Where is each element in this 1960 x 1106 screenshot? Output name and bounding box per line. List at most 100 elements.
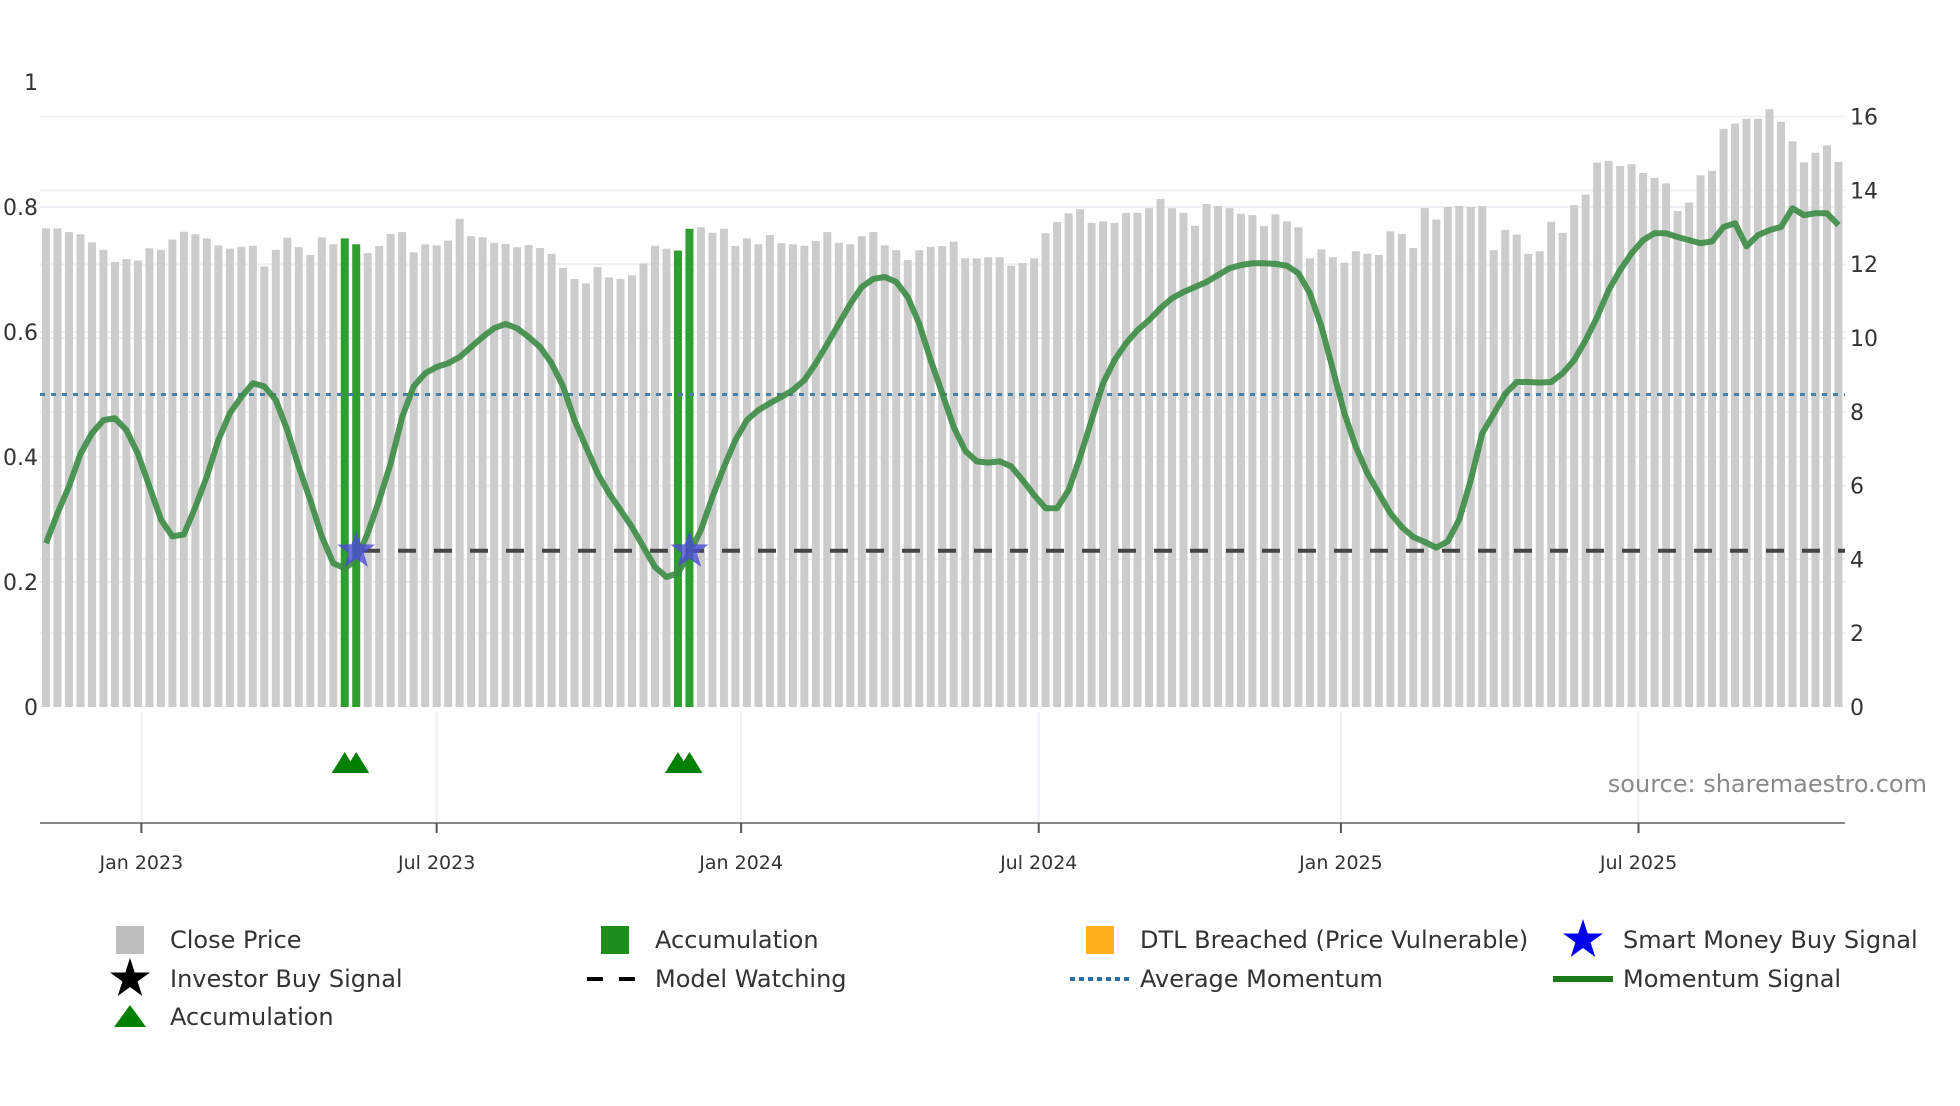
- legend-square-icon: [1086, 926, 1114, 954]
- right-tick-label: 8: [1850, 401, 1864, 426]
- close-price-bar: [1099, 221, 1108, 707]
- close-price-bar: [329, 244, 338, 708]
- left-tick-label: 0.2: [3, 571, 38, 596]
- close-price-bar: [1696, 175, 1705, 707]
- close-price-bar: [823, 232, 832, 708]
- close-price-bar: [248, 245, 257, 707]
- close-price-bar: [375, 246, 384, 707]
- close-price-bar: [87, 242, 96, 707]
- x-tick-label: Jan 2023: [99, 852, 184, 874]
- close-price-bar: [995, 257, 1004, 707]
- close-price-bar: [1593, 162, 1602, 708]
- close-price-bar: [869, 232, 878, 708]
- close-price-bar: [1168, 208, 1177, 707]
- close-price-bar: [524, 245, 533, 707]
- close-price-bar: [76, 234, 85, 707]
- legend-label: Smart Money Buy Signal: [1623, 926, 1918, 954]
- close-price-bar: [1179, 212, 1188, 707]
- close-price-bar: [1191, 225, 1199, 707]
- right-tick-label: 10: [1850, 327, 1878, 352]
- close-price-bar: [765, 235, 774, 707]
- smart-money-buy-star: [670, 530, 709, 567]
- right-tick-label: 14: [1850, 179, 1878, 204]
- close-price-bar: [398, 232, 407, 708]
- close-price-bar: [1662, 183, 1671, 707]
- accumulation-bar: [673, 250, 682, 707]
- close-price-bar: [1822, 145, 1831, 707]
- close-price-bar: [409, 252, 418, 707]
- close-price-bar: [1765, 109, 1774, 708]
- close-price-bar: [1305, 258, 1314, 707]
- close-price-bar: [1547, 221, 1556, 707]
- close-price-bar: [593, 267, 602, 707]
- legend-square-icon: [601, 926, 629, 954]
- legend-item: DTL Breached (Price Vulnerable): [1086, 926, 1528, 954]
- close-price-bar: [1156, 198, 1165, 707]
- close-price-bar: [1708, 170, 1717, 707]
- x-tick-label: Jan 2024: [698, 852, 783, 874]
- right-tick-label: 0: [1850, 696, 1864, 721]
- close-price-bar: [627, 275, 636, 707]
- smart-money-buy-star: [337, 530, 376, 567]
- legend-star-icon: [110, 958, 150, 996]
- accumulation-bar: [685, 228, 694, 707]
- close-price-bar: [1811, 152, 1820, 708]
- legend-label: Momentum Signal: [1623, 965, 1841, 993]
- close-price-bar: [696, 227, 705, 708]
- close-price-bar: [708, 232, 717, 707]
- accumulation-bar: [340, 238, 349, 707]
- close-price-bar: [122, 259, 131, 707]
- close-price-bar: [1512, 234, 1521, 707]
- close-price-bar: [1719, 128, 1728, 708]
- close-price-bar: [1731, 123, 1740, 707]
- close-price-bar: [1776, 121, 1785, 708]
- legend-item: Investor Buy Signal: [110, 958, 403, 996]
- close-price-bar: [1007, 265, 1016, 707]
- close-price-bar: [432, 245, 441, 708]
- x-tick-label: Jul 2024: [999, 852, 1077, 874]
- close-price-bar: [903, 260, 912, 707]
- close-price-bar: [1213, 205, 1222, 707]
- signal-overlays: [40, 205, 1845, 773]
- close-price-bar: [260, 266, 269, 707]
- legend-label: Investor Buy Signal: [170, 965, 403, 993]
- accumulation-bar: [352, 244, 361, 708]
- legend-item: Smart Money Buy Signal: [1563, 919, 1918, 957]
- close-price-bar: [1627, 164, 1636, 708]
- right-tick-label: 2: [1850, 622, 1864, 647]
- right-tick-label: 4: [1850, 548, 1864, 573]
- legend-label: Close Price: [170, 926, 302, 954]
- close-price-bar: [444, 240, 453, 708]
- legend-label: DTL Breached (Price Vulnerable): [1140, 926, 1528, 954]
- close-price-bar: [271, 249, 280, 707]
- close-price-bar: [788, 244, 797, 708]
- close-price-bar: [570, 278, 579, 707]
- close-price-bar: [1122, 212, 1131, 707]
- close-price-bar: [283, 237, 292, 707]
- close-price-bar: [1317, 249, 1326, 707]
- close-price-bar: [237, 246, 246, 707]
- close-price-bar: [53, 228, 62, 708]
- close-price-bar: [1053, 222, 1062, 707]
- legend: Close Price Accumulation DTL Breached (Pri…: [110, 919, 1918, 1031]
- momentum-signal-line: [43, 205, 1841, 580]
- close-price-bar: [513, 247, 522, 707]
- close-price-bar: [650, 245, 659, 707]
- close-price-bar: [662, 248, 671, 707]
- close-price-bar: [1432, 219, 1441, 707]
- close-price-bar: [1374, 254, 1383, 707]
- close-price-bar: [99, 249, 108, 707]
- close-price-bar: [1478, 206, 1487, 707]
- close-price-bar: [1455, 205, 1464, 707]
- close-price-bar: [1570, 205, 1579, 707]
- legend-label: Accumulation: [170, 1003, 334, 1031]
- legend-label: Average Momentum: [1140, 965, 1383, 993]
- close-price-bar: [1225, 208, 1234, 707]
- close-price-bar: [811, 240, 820, 707]
- x-tick-label: Jul 2025: [1599, 852, 1677, 874]
- source-label: source: sharemaestro.com: [1608, 770, 1927, 798]
- close-price-bar: [1834, 161, 1843, 707]
- close-price-bar: [1639, 173, 1648, 707]
- close-price-bar: [421, 244, 430, 708]
- close-price-bar: [1145, 208, 1154, 707]
